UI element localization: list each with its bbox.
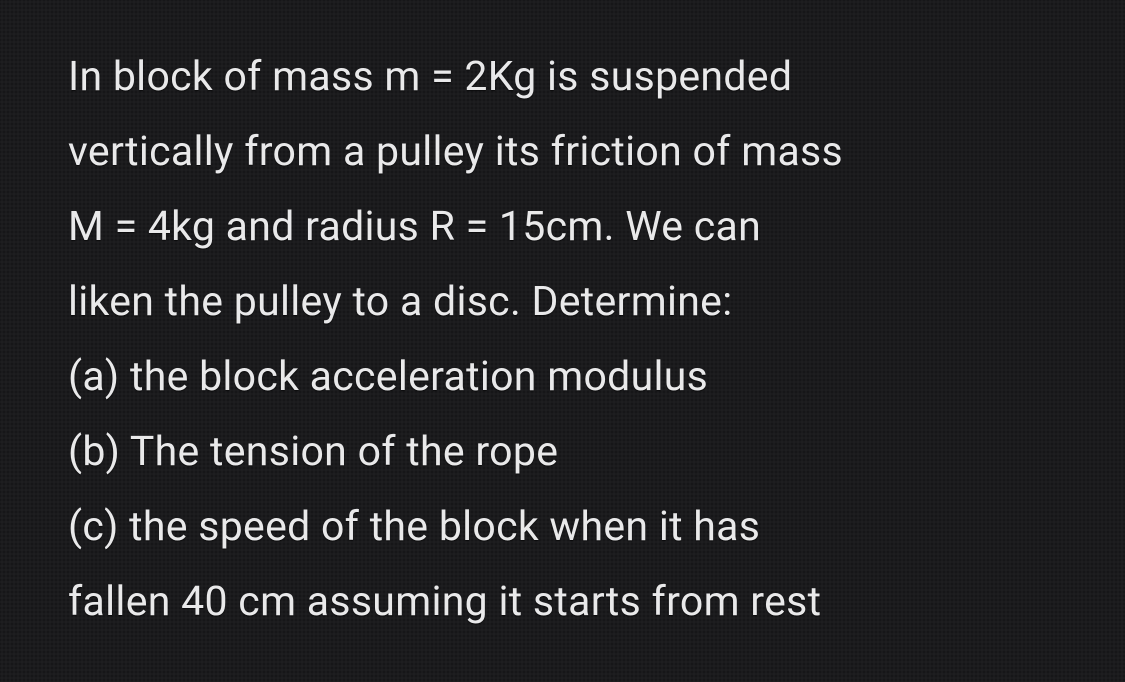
problem-line-7: (c) the speed of the block when it has (68, 490, 1067, 565)
problem-line-2: vertically from a pulley its friction of… (68, 115, 1067, 190)
problem-text-block: In block of mass m = 2Kg is suspended ve… (0, 0, 1125, 680)
problem-line-3: M = 4kg and radius R = 15cm. We can (68, 190, 1067, 265)
problem-line-6: (b) The tension of the rope (68, 415, 1067, 490)
problem-line-1: In block of mass m = 2Kg is suspended (68, 40, 1067, 115)
problem-line-5: (a) the block acceleration modulus (68, 340, 1067, 415)
problem-line-8: fallen 40 cm assuming it starts from res… (68, 565, 1067, 640)
problem-line-4: liken the pulley to a disc. Determine: (68, 265, 1067, 340)
